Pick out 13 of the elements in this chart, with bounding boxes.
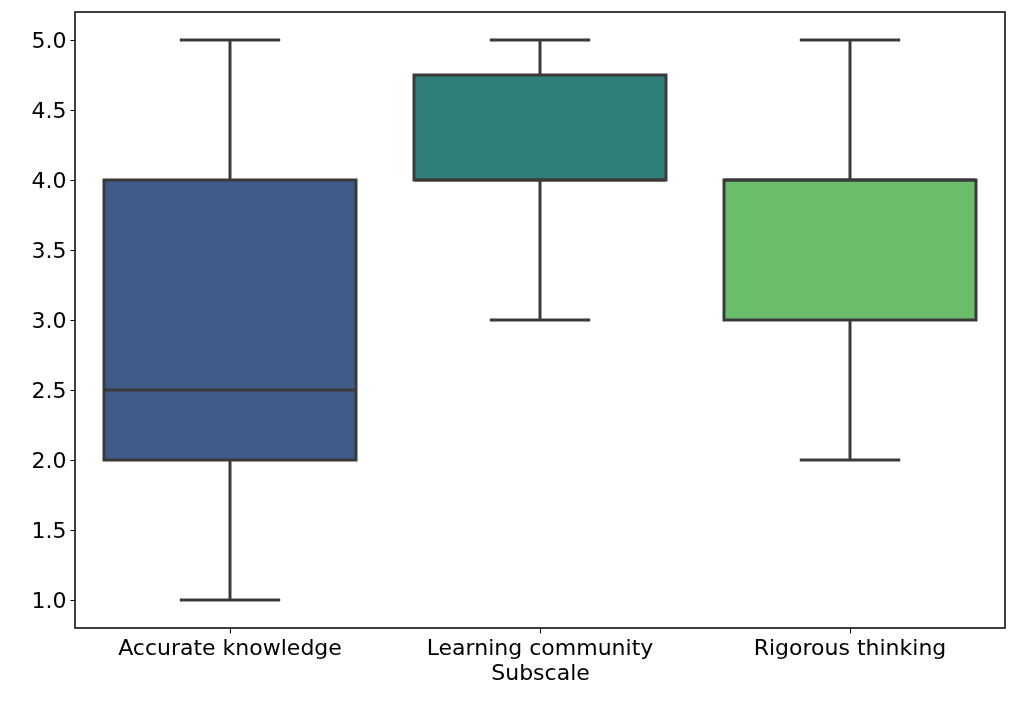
y-tick-label: 2.0 <box>31 447 67 473</box>
y-tick-label: 3.5 <box>31 237 67 263</box>
y-tick-label: 4.0 <box>31 167 67 193</box>
y-tick-label: 1.5 <box>31 517 67 543</box>
x-axis-title: Subscale <box>491 659 590 685</box>
y-tick-label: 5.0 <box>31 27 67 53</box>
y-tick-label: 1.0 <box>31 587 67 613</box>
y-tick-label: 2.5 <box>31 377 67 403</box>
x-tick-label: Rigorous thinking <box>753 634 947 660</box>
x-tick-label: Accurate knowledge <box>118 634 342 660</box>
x-tick-label: Learning community <box>426 634 654 660</box>
y-tick-label: 3.0 <box>31 307 67 333</box>
y-tick-label: 4.5 <box>31 97 67 123</box>
